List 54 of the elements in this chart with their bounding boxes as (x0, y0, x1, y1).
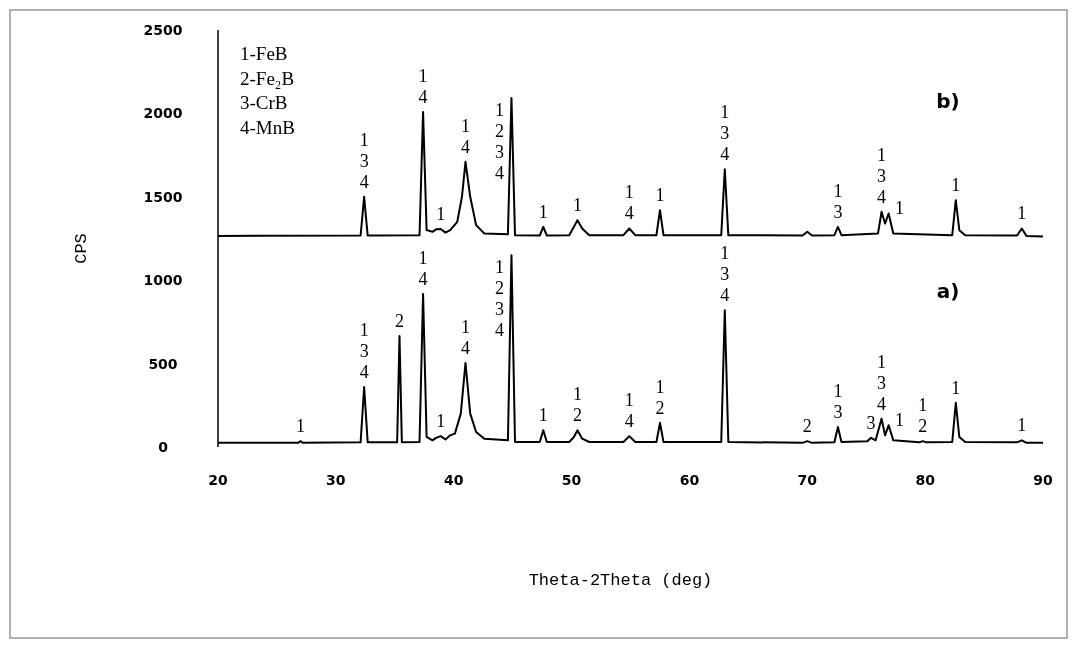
annotation: 1 (436, 411, 446, 432)
annotation: 1 3 4 (359, 319, 369, 382)
annotation: 3 (866, 412, 876, 433)
annotation: 1 3 (833, 180, 843, 222)
annotation: 1 (538, 201, 548, 222)
annotation: 2 (802, 416, 812, 437)
annotation: 1 (436, 203, 446, 224)
y-tick-label: 0 (158, 438, 169, 455)
annotation: 1 (296, 416, 305, 437)
annotation: 1 3 4 (720, 243, 730, 306)
annotation: 1 2 (918, 395, 928, 437)
annotation: 1 (895, 410, 905, 431)
x-tick-label: 50 (561, 472, 582, 488)
annotation: 1 3 4 (877, 144, 887, 207)
annotation: 1 (1017, 415, 1027, 436)
x-tick-label: 30 (326, 472, 346, 488)
annotation: 1 (1017, 203, 1027, 224)
y-tick-label: 1500 (143, 188, 183, 205)
annotation: 1 4 (624, 390, 634, 432)
annotation: 1 4 (418, 66, 428, 108)
annotation: 1 4 (461, 316, 470, 358)
annotation: 1 3 (833, 380, 843, 422)
annotation: 1 (572, 195, 582, 216)
annotation: 1 (951, 377, 961, 398)
y-tick-label: 2500 (143, 21, 183, 38)
x-tick-label: 60 (679, 472, 700, 488)
annotation: 1-FeB 2-Fe₂B 3-CrB 4-MnB (240, 43, 295, 138)
x-tick-label: 90 (1033, 472, 1053, 488)
y-tick-label: 1000 (143, 272, 183, 289)
annotation: 1 (655, 185, 665, 206)
annotation: 1 3 4 (359, 129, 369, 192)
y-tick-label: 2000 (143, 105, 183, 122)
annotation: 1 (538, 405, 548, 426)
y-tick-label: 500 (148, 355, 178, 372)
annotation: 1 3 4 (877, 351, 887, 414)
annotation: 1 4 (418, 248, 428, 290)
x-tick-label: 40 (443, 472, 464, 488)
annotation: 1 3 4 (720, 102, 730, 165)
annotation: a) (936, 279, 960, 303)
annotation: 1 2 3 4 (494, 257, 504, 341)
y-axis-title: CPS (72, 233, 91, 264)
annotation: 1 2 (572, 384, 582, 426)
x-axis-title: Theta-2Theta (deg) (528, 571, 713, 590)
annotation: 1 4 (461, 115, 470, 157)
annotation: 2 (395, 311, 404, 332)
annotation: b) (936, 89, 960, 113)
annotation: 1 2 (655, 376, 665, 418)
annotation: 1 2 3 4 (494, 99, 504, 183)
x-tick-label: 20 (208, 472, 228, 488)
x-tick-label: 70 (797, 472, 818, 488)
x-tick-label: 80 (915, 472, 936, 488)
annotation: 1 (951, 175, 961, 196)
annotation: 1 4 (624, 182, 634, 224)
annotation: 1 (895, 198, 905, 219)
